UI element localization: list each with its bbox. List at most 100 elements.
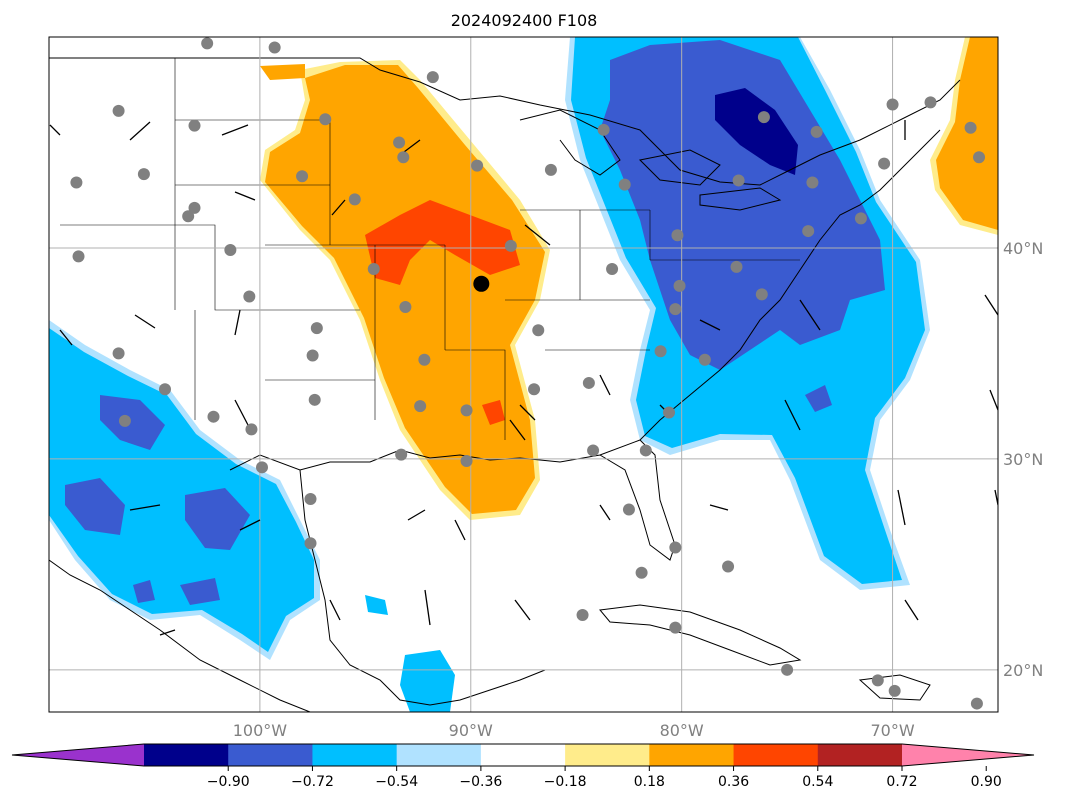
moderate-negative-anomaly-eastern — [600, 40, 885, 370]
station-marker[interactable] — [460, 454, 473, 467]
station-marker[interactable] — [158, 383, 171, 396]
station-marker[interactable] — [182, 210, 195, 223]
station-marker[interactable] — [722, 560, 735, 573]
station-marker[interactable] — [854, 212, 867, 225]
station-marker[interactable] — [576, 608, 589, 621]
station-marker[interactable] — [755, 288, 768, 301]
colorbar-segment — [396, 744, 482, 766]
station-marker[interactable] — [207, 410, 220, 423]
station-marker[interactable] — [757, 111, 770, 124]
station-marker[interactable] — [597, 123, 610, 136]
station-marker[interactable] — [72, 250, 85, 263]
station-marker[interactable] — [306, 349, 319, 362]
latitude-label: 30°N — [1003, 450, 1043, 469]
colorbar-segment — [228, 744, 313, 766]
station-marker[interactable] — [924, 96, 937, 109]
station-marker[interactable] — [673, 279, 686, 292]
station-marker[interactable] — [348, 193, 361, 206]
station-marker[interactable] — [504, 239, 517, 252]
station-marker[interactable] — [224, 244, 237, 257]
station-marker[interactable] — [112, 347, 125, 360]
station-marker[interactable] — [669, 541, 682, 554]
colorbar-segment — [565, 744, 650, 766]
station-marker[interactable] — [304, 492, 317, 505]
colorbar-tick-label: −0.90 — [207, 774, 250, 790]
station-marker[interactable] — [399, 301, 412, 313]
station-marker[interactable] — [395, 448, 408, 461]
colorbar-outline — [11, 743, 1035, 767]
map-frame — [48, 36, 999, 713]
state-lines — [60, 58, 800, 440]
highlighted-location-marker[interactable] — [473, 275, 490, 292]
station-marker[interactable] — [669, 303, 682, 316]
station-marker[interactable] — [201, 37, 214, 50]
station-marker[interactable] — [471, 159, 484, 172]
station-marker[interactable] — [698, 353, 711, 366]
station-marker[interactable] — [296, 170, 309, 183]
station-marker[interactable] — [367, 263, 380, 276]
station-marker[interactable] — [414, 400, 427, 413]
station-marker[interactable] — [188, 119, 201, 132]
strong-negative-anomaly — [715, 88, 798, 175]
station-marker[interactable] — [243, 290, 256, 303]
station-marker[interactable] — [268, 41, 281, 54]
station-marker[interactable] — [663, 406, 676, 419]
station-marker[interactable] — [732, 174, 745, 187]
colorbar-tick-label: 0.54 — [802, 774, 833, 790]
station-marker[interactable] — [888, 684, 901, 697]
station-marker[interactable] — [606, 263, 619, 276]
station-marker[interactable] — [310, 322, 323, 335]
station-marker[interactable] — [460, 404, 473, 417]
station-marker[interactable] — [669, 621, 682, 634]
station-marker[interactable] — [802, 225, 815, 238]
station-marker[interactable] — [397, 151, 410, 164]
station-marker[interactable] — [781, 663, 794, 676]
station-marker[interactable] — [671, 229, 684, 242]
station-marker[interactable] — [255, 461, 268, 474]
station-marker[interactable] — [319, 113, 332, 126]
station-marker[interactable] — [730, 260, 743, 273]
station-marker[interactable] — [878, 157, 891, 170]
station-marker[interactable] — [426, 71, 439, 84]
longitude-label: 100°W — [233, 721, 288, 740]
station-marker[interactable] — [654, 345, 667, 358]
station-marker[interactable] — [970, 697, 983, 710]
map-title: 2024092400 F108 — [451, 11, 598, 30]
latitude-label: 20°N — [1003, 661, 1043, 680]
map-panel — [49, 37, 998, 712]
station-marker[interactable] — [245, 423, 258, 436]
station-marker[interactable] — [308, 393, 321, 406]
colorbar-tick-label: −0.72 — [291, 774, 334, 790]
station-marker[interactable] — [622, 503, 635, 516]
station-marker[interactable] — [618, 178, 631, 191]
station-marker[interactable] — [582, 376, 595, 389]
station-marker[interactable] — [886, 98, 899, 111]
station-marker[interactable] — [810, 125, 823, 138]
colorbar-segment — [312, 744, 398, 766]
station-marker[interactable] — [112, 104, 125, 117]
colorbar: −0.90 −0.72 −0.54 −0.36 −0.18 0.18 0.36 0.54 0.7… — [11, 743, 1035, 790]
station-marker[interactable] — [70, 176, 83, 189]
colorbar-segment — [144, 744, 229, 766]
longitude-label: 90°W — [449, 721, 493, 740]
station-marker[interactable] — [544, 163, 557, 176]
station-marker[interactable] — [393, 136, 406, 149]
station-marker[interactable] — [871, 674, 884, 687]
moderate-negative-anomaly-mexico-3 — [180, 578, 220, 605]
station-marker[interactable] — [639, 444, 652, 457]
station-marker[interactable] — [964, 121, 977, 134]
longitude-label: 80°W — [660, 721, 704, 740]
moderate-negative-anomaly-mexico-4 — [133, 580, 155, 603]
station-marker[interactable] — [528, 383, 541, 396]
station-marker[interactable] — [418, 353, 431, 366]
station-marker[interactable] — [304, 537, 317, 550]
station-marker[interactable] — [806, 176, 819, 189]
station-marker[interactable] — [635, 566, 648, 579]
station-marker[interactable] — [137, 168, 150, 181]
station-marker[interactable] — [188, 201, 201, 214]
station-marker[interactable] — [973, 151, 986, 164]
station-marker[interactable] — [118, 414, 131, 427]
station-marker[interactable] — [532, 324, 545, 337]
station-marker[interactable] — [587, 444, 600, 457]
mexico-east-coast — [299, 469, 546, 706]
